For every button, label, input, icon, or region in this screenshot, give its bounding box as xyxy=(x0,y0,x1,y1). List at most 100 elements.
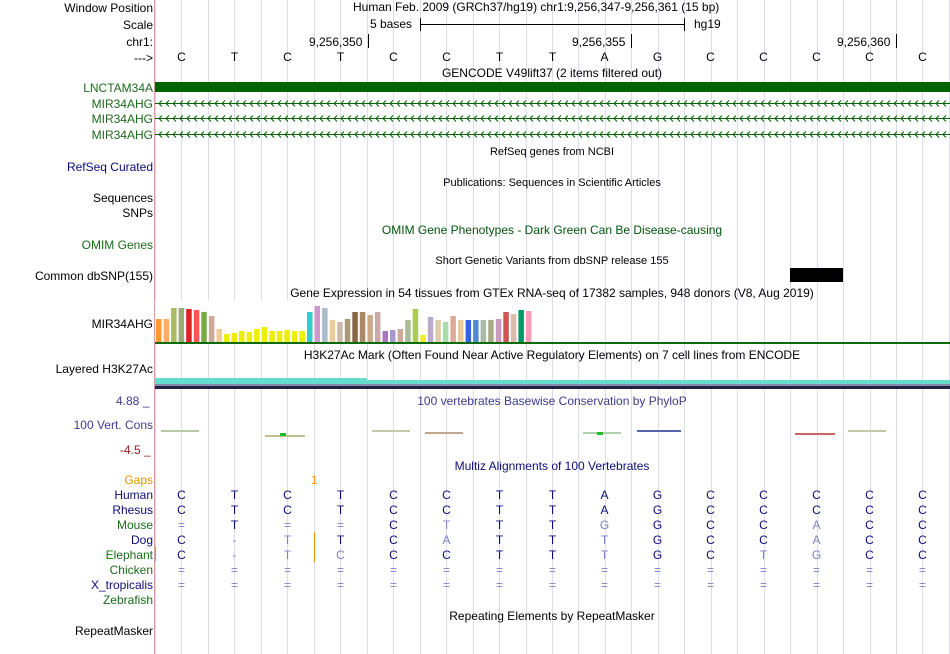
dbsnp-variant-block[interactable] xyxy=(790,268,843,282)
gtex-bar[interactable] xyxy=(450,316,456,342)
gtex-bar[interactable] xyxy=(329,320,336,342)
gtex-bar[interactable] xyxy=(488,320,494,342)
species-label[interactable]: Elephant xyxy=(105,548,153,562)
gtex-label[interactable]: MIR34AHG xyxy=(91,317,153,331)
gtex-bar[interactable] xyxy=(239,331,245,342)
gtex-bar[interactable] xyxy=(525,311,532,342)
strand-arrow xyxy=(704,131,709,138)
species-label[interactable]: Human xyxy=(114,488,153,502)
h3k27ac-track-title[interactable]: H3K27Ac Mark (Often Found Near Active Re… xyxy=(303,348,801,362)
gtex-bar[interactable] xyxy=(480,320,487,342)
gtex-bar[interactable] xyxy=(261,327,268,342)
gencode-item-label[interactable]: MIR34AHG xyxy=(91,112,153,126)
gtex-bar[interactable] xyxy=(246,332,253,342)
gtex-bar[interactable] xyxy=(465,320,472,342)
phylop-signal[interactable] xyxy=(372,430,410,432)
gencode-item-label[interactable]: MIR34AHG xyxy=(91,97,153,111)
gtex-bar[interactable] xyxy=(367,315,373,342)
gtex-bar[interactable] xyxy=(405,320,411,342)
aligned-base: = xyxy=(495,578,503,592)
gtex-bar[interactable] xyxy=(201,312,207,342)
repeatmasker-label[interactable]: RepeatMasker xyxy=(74,624,153,638)
dbsnp-track-title[interactable]: Short Genetic Variants from dbSNP releas… xyxy=(435,255,669,267)
gtex-bar[interactable] xyxy=(420,335,426,342)
gtex-bar[interactable] xyxy=(510,314,517,342)
gencode-item-label[interactable]: LNCTAM34A xyxy=(83,81,153,95)
phylop-signal[interactable] xyxy=(265,435,305,437)
gtex-bar[interactable] xyxy=(269,331,275,342)
publications-label-snps[interactable]: SNPs xyxy=(122,206,153,220)
gtex-bar[interactable] xyxy=(427,317,434,342)
gtex-bar[interactable] xyxy=(299,331,305,342)
phylop-signal[interactable] xyxy=(848,430,886,432)
gtex-bar[interactable] xyxy=(314,306,321,342)
h3k27ac-signal[interactable] xyxy=(155,378,367,384)
publications-track-title[interactable]: Publications: Sequences in Scientific Ar… xyxy=(443,177,661,189)
gtex-bar[interactable] xyxy=(291,331,298,342)
species-label[interactable]: Mouse xyxy=(116,518,153,532)
gencode-transcript-lines[interactable] xyxy=(155,96,950,142)
gaps-label[interactable]: Gaps xyxy=(124,473,153,487)
gtex-bar[interactable] xyxy=(216,329,222,342)
dbsnp-label[interactable]: Common dbSNP(155) xyxy=(34,269,153,283)
gtex-bar[interactable] xyxy=(322,308,328,342)
gtex-bar[interactable] xyxy=(178,308,185,342)
gtex-bar[interactable] xyxy=(352,312,358,342)
gtex-bar[interactable] xyxy=(442,322,449,342)
multiz-track-title[interactable]: Multiz Alignments of 100 Vertebrates xyxy=(454,459,650,473)
gtex-bar[interactable] xyxy=(156,319,162,342)
gtex-bar[interactable] xyxy=(503,312,509,342)
species-label[interactable]: X_tropicalis xyxy=(90,578,153,592)
gtex-bar[interactable] xyxy=(254,329,260,342)
phylop-label[interactable]: 100 Vert. Cons xyxy=(73,418,153,432)
species-label[interactable]: Rhesus xyxy=(112,503,153,517)
gtex-bar[interactable] xyxy=(284,330,290,342)
repeatmasker-track-title[interactable]: Repeating Elements by RepeatMasker xyxy=(449,609,655,623)
gtex-track-title[interactable]: Gene Expression in 54 tissues from GTEx … xyxy=(290,286,814,300)
phylop-signal[interactable] xyxy=(597,432,603,435)
gtex-bar[interactable] xyxy=(374,312,381,342)
gtex-bar[interactable] xyxy=(344,319,351,342)
species-label[interactable]: Zebrafish xyxy=(102,593,153,607)
species-label[interactable]: Chicken xyxy=(109,563,153,577)
gencode-track-title[interactable]: GENCODE V49lift37 (2 items filtered out) xyxy=(441,66,663,80)
gtex-bar[interactable] xyxy=(435,320,441,342)
gtex-bar[interactable] xyxy=(458,320,464,342)
phylop-signal[interactable] xyxy=(795,433,835,435)
gtex-bar[interactable] xyxy=(397,329,404,342)
omim-label[interactable]: OMIM Genes xyxy=(81,238,153,252)
refseq-track-title[interactable]: RefSeq genes from NCBI xyxy=(489,146,615,158)
phylop-signal[interactable] xyxy=(637,430,681,432)
gtex-bar[interactable] xyxy=(518,310,524,342)
gtex-bar[interactable] xyxy=(382,331,389,342)
gtex-bar[interactable] xyxy=(193,310,200,342)
gtex-bar[interactable] xyxy=(359,312,366,342)
gencode-item-label[interactable]: MIR34AHG xyxy=(91,128,153,142)
gtex-bar-chart[interactable] xyxy=(155,300,555,342)
gencode-block[interactable] xyxy=(155,82,950,92)
gtex-bar[interactable] xyxy=(412,309,419,342)
omim-track-title[interactable]: OMIM Gene Phenotypes - Dark Green Can Be… xyxy=(381,223,723,237)
gtex-bar[interactable] xyxy=(307,312,313,342)
gtex-bar[interactable] xyxy=(337,322,343,342)
gtex-bar[interactable] xyxy=(231,333,238,342)
species-label[interactable]: Dog xyxy=(130,533,153,547)
refseq-label[interactable]: RefSeq Curated xyxy=(66,160,153,174)
gtex-bar[interactable] xyxy=(473,320,479,342)
gtex-bar[interactable] xyxy=(224,334,230,342)
gtex-bar[interactable] xyxy=(276,331,283,342)
gtex-bar[interactable] xyxy=(208,316,215,342)
publications-label-sequences[interactable]: Sequences xyxy=(92,191,153,205)
phylop-signal[interactable] xyxy=(161,430,199,432)
gtex-bar[interactable] xyxy=(163,319,170,342)
gtex-bar[interactable] xyxy=(171,308,177,342)
phylop-track-title[interactable]: 100 vertebrates Basewise Conservation by… xyxy=(417,394,687,408)
phylop-signal[interactable] xyxy=(425,432,463,434)
h3k27ac-signal[interactable] xyxy=(367,380,950,384)
gtex-bar[interactable] xyxy=(390,330,396,342)
window-position-value[interactable]: Human Feb. 2009 (GRCh37/hg19) chr1:9,256… xyxy=(353,0,720,14)
gtex-bar[interactable] xyxy=(495,319,502,342)
gtex-bar[interactable] xyxy=(186,309,192,342)
h3k27ac-label[interactable]: Layered H3K27Ac xyxy=(55,362,153,376)
phylop-signal[interactable] xyxy=(280,433,286,436)
